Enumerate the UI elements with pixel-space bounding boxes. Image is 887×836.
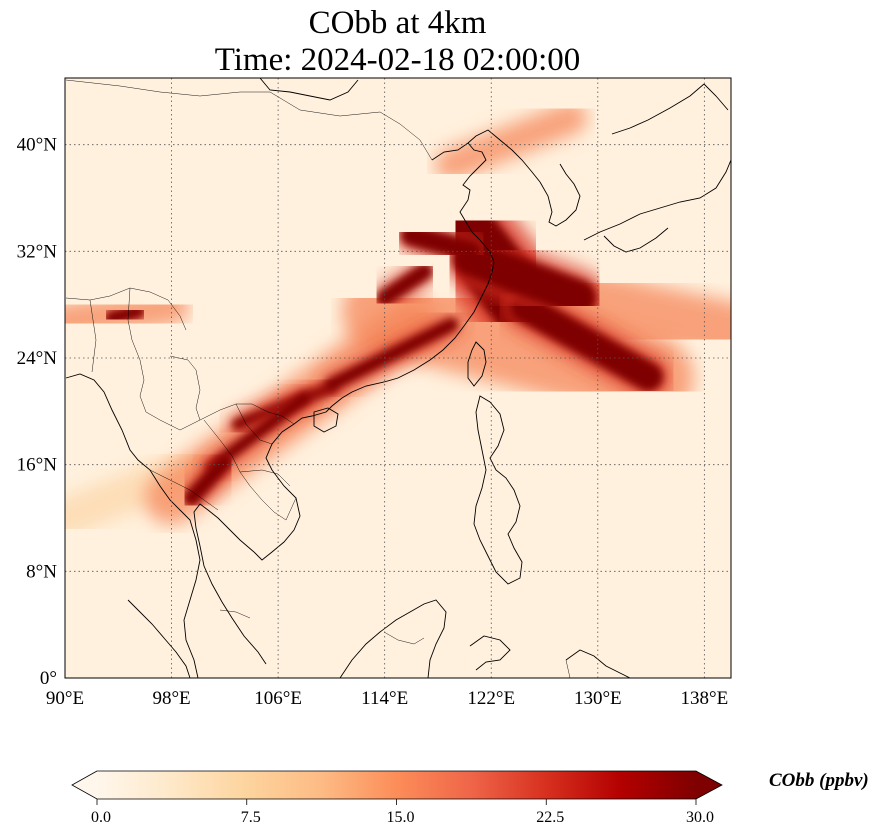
lat-tick-label: 16°N xyxy=(17,455,58,476)
lat-tick-label: 0° xyxy=(40,668,57,689)
country-borders xyxy=(65,79,571,678)
lon-tick-label: 114°E xyxy=(361,688,408,709)
map-frame xyxy=(64,77,732,679)
colorbar-tick-labels: 0.0 7.5 15.0 22.5 30.0 xyxy=(91,799,714,826)
colorbar: 0.0 7.5 15.0 22.5 30.0 xyxy=(71,770,723,826)
plume-halo xyxy=(435,102,588,181)
colorbar-gradient xyxy=(97,771,696,799)
plume-core xyxy=(400,224,482,262)
plume-core xyxy=(104,304,145,325)
colorbar-extend-min-arrow xyxy=(72,771,97,799)
colorbar-label: CObb (ppbv) xyxy=(769,770,869,791)
colorbar-extend-max-arrow xyxy=(696,771,722,799)
cobb-concentration-layer xyxy=(65,102,731,538)
longitude-tick-labels: 90°E 98°E 106°E 114°E 122°E 130°E 138°E xyxy=(46,688,728,709)
colorbar-tick-label: 30.0 xyxy=(686,809,714,826)
plume-core xyxy=(452,239,597,317)
plume-core xyxy=(183,454,233,506)
lon-tick-label: 122°E xyxy=(467,688,515,709)
map-title: CObb at 4km xyxy=(308,5,487,41)
lat-tick-label: 40°N xyxy=(17,135,58,156)
lat-tick-label: 8°N xyxy=(26,561,57,582)
lat-tick-label: 24°N xyxy=(17,348,58,369)
lon-tick-label: 90°E xyxy=(46,688,84,709)
map-plot-area xyxy=(65,78,731,678)
colorbar-tick-label: 15.0 xyxy=(387,809,415,826)
lon-tick-label: 106°E xyxy=(254,688,302,709)
latitude-tick-labels: 0° 8°N 16°N 24°N 32°N 40°N xyxy=(17,135,58,689)
colorbar-tick-label: 7.5 xyxy=(241,809,261,826)
plume-core xyxy=(376,263,433,306)
colorbar-tick-label: 0.0 xyxy=(91,809,111,826)
lon-tick-label: 138°E xyxy=(681,688,729,709)
map-gridlines xyxy=(65,78,731,678)
colorbar-tick-label: 22.5 xyxy=(536,809,564,826)
plume-core xyxy=(509,292,664,392)
lon-tick-label: 130°E xyxy=(574,688,622,709)
map-time-subtitle: Time: 2024-02-18 02:00:00 xyxy=(214,42,581,78)
lon-tick-label: 98°E xyxy=(152,688,190,709)
plume-core xyxy=(324,318,458,392)
lat-tick-label: 32°N xyxy=(17,241,58,262)
